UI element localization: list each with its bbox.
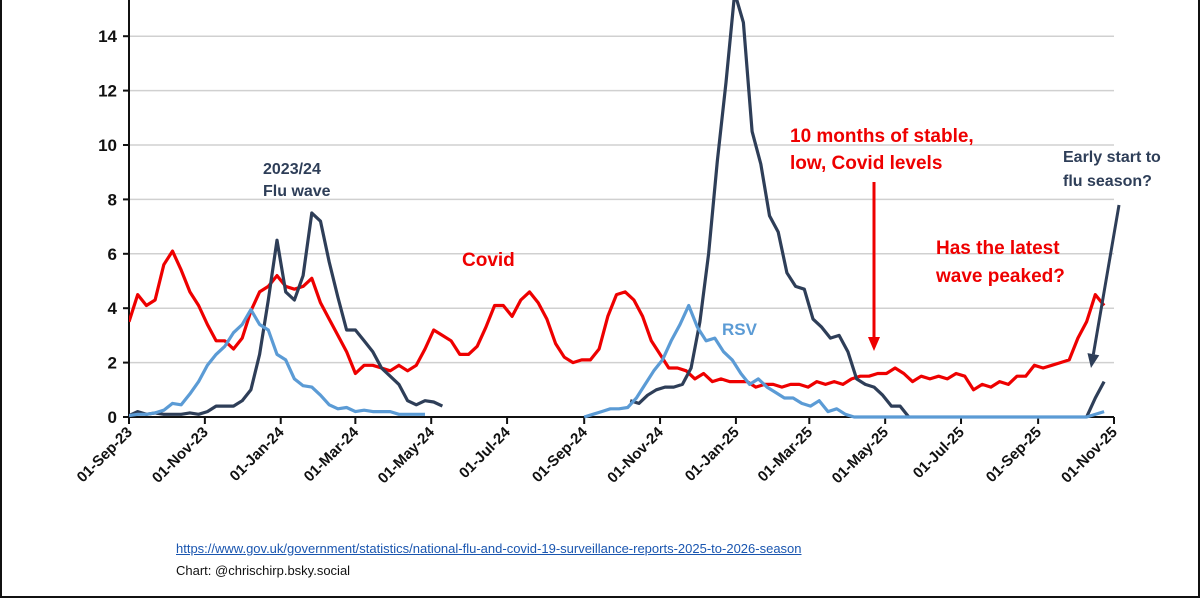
gridlines xyxy=(129,35,1114,364)
series-line-flu xyxy=(129,211,444,418)
x-tick-label: 01-May-24 xyxy=(375,423,439,487)
annotation-label: 10 months of stable, low, Covid levels xyxy=(790,126,974,174)
x-tick-label: 01-Jan-25 xyxy=(682,424,743,485)
x-tick-label: 01-Jul-25 xyxy=(910,424,968,482)
annotation-line: RSV xyxy=(722,320,758,339)
annotation-line: Covid xyxy=(462,250,515,271)
x-tick-label: 01-May-25 xyxy=(829,424,892,487)
x-tick-label: 01-Nov-23 xyxy=(149,424,212,487)
annotation-label: RSV xyxy=(722,320,758,339)
x-tick-label: 01-Mar-24 xyxy=(301,423,363,485)
series-line-rsv xyxy=(129,308,425,418)
y-tick-label: 0 xyxy=(108,408,117,427)
y-tick-label: 4 xyxy=(108,299,118,318)
x-tick-label: 01-Sep-25 xyxy=(983,424,1045,486)
annotation-line: flu season? xyxy=(1063,173,1152,190)
chart-credit: Chart: @chrischirp.bsky.social xyxy=(176,563,351,578)
x-tick-label: 01-Sep-23 xyxy=(74,424,136,486)
annotation-label: Covid xyxy=(462,250,515,271)
flu-early-arrow-head xyxy=(1087,353,1100,368)
series-line-rsv xyxy=(583,303,1105,419)
series-line-flu xyxy=(629,0,911,418)
y-tick-label: 2 xyxy=(108,354,117,373)
annotation-line: 2023/24 xyxy=(263,161,321,178)
annotation-line: wave peaked? xyxy=(935,266,1065,287)
flu-early-arrow-shaft xyxy=(1091,204,1121,355)
x-tick-label: 01-Jul-24 xyxy=(456,423,514,481)
series-line-covid xyxy=(129,249,1106,392)
x-tick-label: 01-Nov-25 xyxy=(1058,424,1121,487)
annotation-label: Early start to flu season? xyxy=(1063,149,1161,190)
annotation-line: Early start to xyxy=(1063,149,1161,166)
x-tick-label: 01-Nov-24 xyxy=(604,423,667,486)
y-tick-label: 10 xyxy=(98,136,117,155)
covid-stable-arrow-head xyxy=(868,337,880,351)
annotation-label: 2023/24 Flu wave xyxy=(263,161,331,200)
annotation-line: Has the latest xyxy=(936,238,1060,259)
series-line-flu xyxy=(1085,380,1106,418)
source-link[interactable]: https://www.gov.uk/government/statistics… xyxy=(176,541,802,556)
annotations: 2023/24 Flu wave Covid RSV 10 months of stab… xyxy=(263,126,1161,368)
x-tick-label: 01-Sep-24 xyxy=(529,423,592,486)
y-tick-label: 6 xyxy=(108,245,117,264)
annotation-line: 10 months of stable, xyxy=(790,126,974,147)
y-tick-label: 14 xyxy=(98,27,117,46)
annotation-line: Flu wave xyxy=(263,183,331,200)
x-tick-label: 01-Jan-24 xyxy=(227,423,288,484)
x-tick-label: 01-Mar-25 xyxy=(755,424,817,486)
series xyxy=(129,0,1106,419)
y-tick-label: 8 xyxy=(108,190,117,209)
annotation-label: Has the latest wave peaked? xyxy=(935,238,1065,287)
y-tick-label: 12 xyxy=(98,82,117,101)
annotation-line: low, Covid levels xyxy=(790,153,942,174)
